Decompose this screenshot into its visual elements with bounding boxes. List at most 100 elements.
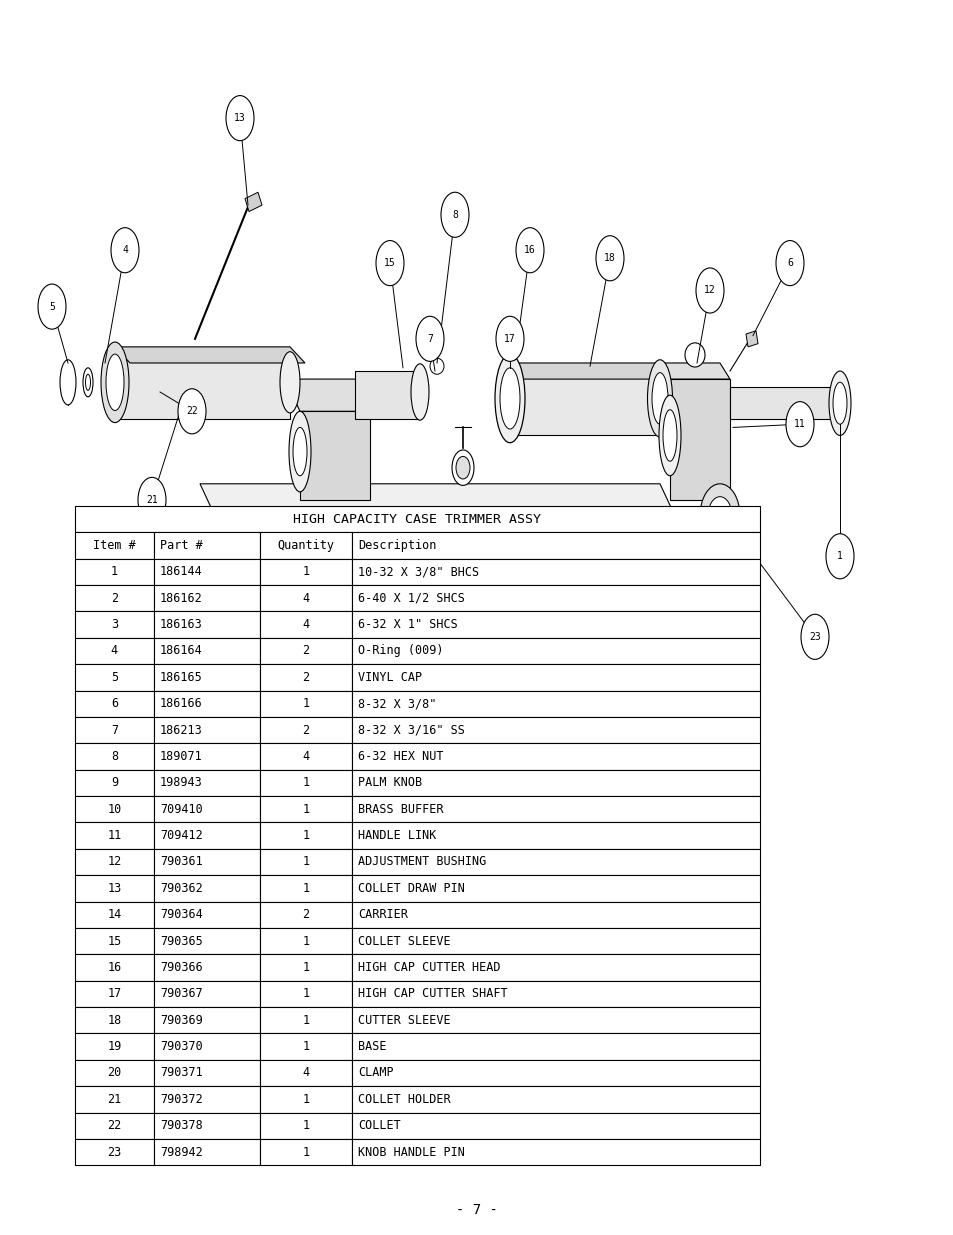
Text: 14: 14 <box>394 648 405 658</box>
Text: 18: 18 <box>107 1014 121 1026</box>
Circle shape <box>700 484 740 548</box>
Text: 1: 1 <box>302 803 310 816</box>
Text: HIGH CAP CUTTER HEAD: HIGH CAP CUTTER HEAD <box>358 961 500 974</box>
Bar <box>352 532 760 558</box>
Text: 8: 8 <box>111 750 118 763</box>
Ellipse shape <box>106 354 124 410</box>
Bar <box>352 769 760 797</box>
Text: 1: 1 <box>302 987 310 1000</box>
Text: BASE: BASE <box>358 1040 387 1053</box>
Text: 5: 5 <box>49 301 55 311</box>
Bar <box>153 1060 259 1087</box>
Text: COLLET: COLLET <box>358 1119 401 1132</box>
Text: 15: 15 <box>384 258 395 268</box>
Bar <box>153 664 259 690</box>
Bar <box>75 1060 153 1087</box>
Text: 16: 16 <box>523 246 536 256</box>
Text: 790371: 790371 <box>159 1067 202 1079</box>
Text: 9: 9 <box>697 640 702 650</box>
Bar <box>259 716 352 743</box>
Bar <box>153 823 259 848</box>
Bar <box>259 876 352 902</box>
Bar <box>352 637 760 664</box>
Text: 12: 12 <box>107 856 121 868</box>
Text: 20: 20 <box>107 1067 121 1079</box>
Polygon shape <box>659 363 729 379</box>
Bar <box>352 558 760 585</box>
Circle shape <box>685 622 713 667</box>
Bar <box>352 690 760 716</box>
Text: Part #: Part # <box>159 538 202 552</box>
Polygon shape <box>510 370 659 436</box>
Circle shape <box>375 241 403 285</box>
Ellipse shape <box>83 368 92 396</box>
Bar <box>75 743 153 769</box>
Bar <box>153 690 259 716</box>
Circle shape <box>178 526 206 571</box>
Bar <box>153 1007 259 1034</box>
Text: 1: 1 <box>111 566 118 578</box>
Bar <box>352 1113 760 1139</box>
Bar <box>352 1060 760 1087</box>
Bar <box>75 902 153 927</box>
Text: 20: 20 <box>207 583 218 594</box>
Bar <box>352 955 760 981</box>
Bar <box>259 637 352 664</box>
Ellipse shape <box>289 411 311 492</box>
Bar <box>75 797 153 823</box>
Bar <box>352 664 760 690</box>
Text: 11: 11 <box>107 829 121 842</box>
Bar <box>352 716 760 743</box>
Bar <box>153 716 259 743</box>
Bar <box>75 876 153 902</box>
Text: COLLET HOLDER: COLLET HOLDER <box>358 1093 451 1105</box>
Text: 790372: 790372 <box>159 1093 202 1105</box>
Bar <box>259 743 352 769</box>
Circle shape <box>825 534 853 579</box>
Circle shape <box>331 679 358 724</box>
Text: 15: 15 <box>107 935 121 947</box>
Text: 186162: 186162 <box>159 592 202 605</box>
Polygon shape <box>337 597 361 629</box>
Text: 790362: 790362 <box>159 882 202 895</box>
Ellipse shape <box>662 410 677 461</box>
Circle shape <box>421 640 437 666</box>
Text: 1: 1 <box>302 1040 310 1053</box>
Bar <box>75 637 153 664</box>
Text: BRASS BUFFER: BRASS BUFFER <box>358 803 443 816</box>
Text: 2: 2 <box>111 592 118 605</box>
Text: 4: 4 <box>111 645 118 657</box>
Text: 1: 1 <box>302 882 310 895</box>
Bar <box>153 848 259 876</box>
Text: 2: 2 <box>302 645 310 657</box>
Bar <box>153 585 259 611</box>
Bar <box>153 769 259 797</box>
Text: 6-32 HEX NUT: 6-32 HEX NUT <box>358 750 443 763</box>
Text: 790365: 790365 <box>159 935 202 947</box>
Text: 11: 11 <box>793 419 805 430</box>
Text: 1: 1 <box>302 777 310 789</box>
Text: 4: 4 <box>302 618 310 631</box>
Text: 19: 19 <box>329 697 340 706</box>
Text: 7: 7 <box>111 724 118 736</box>
Bar <box>75 823 153 848</box>
Bar <box>75 981 153 1007</box>
Bar <box>75 1139 153 1166</box>
Text: 1: 1 <box>302 935 310 947</box>
Text: 4: 4 <box>302 1067 310 1079</box>
Ellipse shape <box>495 354 524 442</box>
Text: 6-32 X 1" SHCS: 6-32 X 1" SHCS <box>358 618 457 631</box>
Ellipse shape <box>86 374 91 390</box>
Text: 22: 22 <box>186 406 197 416</box>
Bar <box>75 927 153 955</box>
Text: 21: 21 <box>107 1093 121 1105</box>
Polygon shape <box>299 411 370 500</box>
Text: 2: 2 <box>342 697 348 706</box>
Text: 1: 1 <box>302 1014 310 1026</box>
Text: 9: 9 <box>111 777 118 789</box>
Text: CUTTER SLEEVE: CUTTER SLEEVE <box>358 1014 451 1026</box>
Bar <box>259 558 352 585</box>
Circle shape <box>516 227 543 273</box>
Text: 3: 3 <box>111 618 118 631</box>
Circle shape <box>234 637 245 653</box>
